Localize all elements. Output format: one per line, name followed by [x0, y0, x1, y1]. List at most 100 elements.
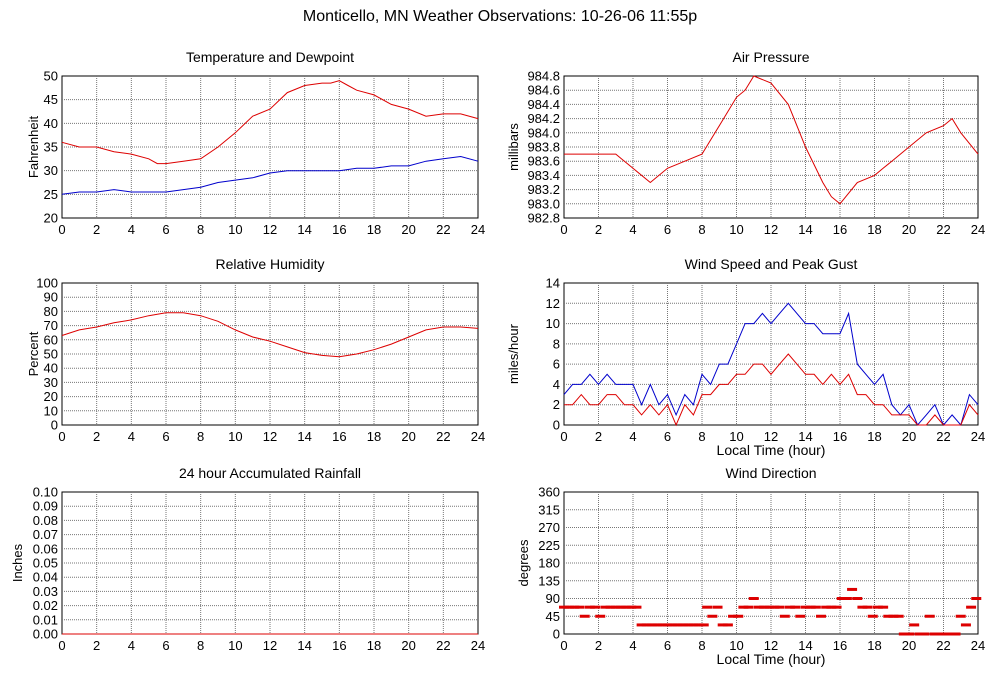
x-tick-label: 0: [560, 638, 567, 653]
x-tick-label: 18: [867, 638, 881, 653]
x-tick-label: 18: [367, 638, 381, 653]
x-tick-label: 14: [297, 429, 311, 444]
data-point: [955, 614, 966, 618]
x-tick-label: 24: [971, 222, 985, 237]
x-tick-label: 20: [401, 638, 415, 653]
x-tick-label: 2: [595, 638, 602, 653]
y-tick-label: 135: [538, 573, 560, 588]
y-tick-label: 984.0: [527, 125, 560, 140]
data-point: [904, 632, 914, 636]
data-point: [672, 623, 683, 627]
x-tick-label: 22: [436, 222, 450, 237]
data-point: [831, 605, 842, 609]
y-tick-label: 0: [553, 418, 560, 433]
x-axis-label: Local Time (hour): [717, 651, 826, 667]
y-axis-label: degrees: [516, 539, 531, 586]
y-tick-label: 60: [44, 332, 58, 347]
data-point: [960, 623, 971, 627]
data-point: [652, 623, 663, 627]
data-point: [795, 614, 806, 618]
data-point: [769, 605, 780, 609]
chart-title: Relative Humidity: [216, 256, 325, 272]
data-point: [584, 605, 595, 609]
data-point: [559, 605, 569, 609]
chart-title: 24 hour Accumulated Rainfall: [179, 465, 361, 481]
y-tick-label: 20: [44, 389, 58, 404]
data-point: [919, 632, 930, 636]
y-tick-label: 50: [44, 347, 58, 362]
data-point: [667, 623, 678, 627]
y-tick-label: 180: [538, 556, 560, 571]
data-point: [698, 623, 709, 627]
data-point: [574, 605, 585, 609]
y-tick-label: 225: [538, 538, 560, 553]
x-tick-label: 8: [197, 638, 204, 653]
x-tick-label: 22: [936, 222, 950, 237]
chart-title: Wind Speed and Peak Gust: [685, 256, 858, 272]
x-tick-label: 24: [971, 638, 985, 653]
x-tick-label: 24: [471, 222, 485, 237]
series-line-1: [61, 312, 479, 358]
y-axis-label: Fahrenheit: [26, 116, 41, 179]
data-point: [909, 623, 920, 627]
y-tick-label: 983.8: [527, 140, 560, 155]
y-tick-label: 2: [553, 397, 560, 412]
x-tick-label: 16: [833, 429, 847, 444]
y-axis-label: miles/hour: [506, 323, 521, 384]
data-point: [966, 605, 977, 609]
x-tick-label: 4: [629, 429, 636, 444]
x-tick-label: 12: [263, 429, 277, 444]
y-tick-label: 984.2: [527, 111, 560, 126]
data-point: [722, 623, 733, 627]
data-point: [774, 605, 785, 609]
x-tick-label: 14: [297, 638, 311, 653]
data-point: [646, 623, 657, 627]
y-tick-label: 270: [538, 520, 560, 535]
x-tick-label: 2: [595, 222, 602, 237]
x-tick-label: 4: [128, 638, 135, 653]
x-tick-label: 2: [93, 429, 100, 444]
data-point: [810, 605, 821, 609]
y-tick-label: 0.02: [33, 598, 58, 613]
y-tick-label: 90: [44, 290, 58, 305]
y-tick-label: 0.06: [33, 541, 58, 556]
x-tick-label: 0: [58, 638, 65, 653]
x-tick-label: 10: [228, 429, 242, 444]
y-tick-label: 10: [546, 316, 560, 331]
y-tick-label: 984.6: [527, 83, 560, 98]
y-tick-label: 0.03: [33, 584, 58, 599]
x-tick-label: 2: [93, 638, 100, 653]
y-axis-label: Inches: [10, 543, 25, 582]
data-point: [569, 605, 580, 609]
y-tick-label: 14: [546, 276, 560, 291]
x-tick-label: 14: [798, 638, 812, 653]
series-line-1: [61, 80, 479, 165]
x-tick-label: 18: [367, 222, 381, 237]
data-point: [678, 623, 689, 627]
data-point: [779, 614, 790, 618]
data-point: [826, 605, 837, 609]
y-tick-label: 984.8: [527, 69, 560, 84]
x-tick-label: 12: [263, 638, 277, 653]
x-tick-label: 18: [867, 429, 881, 444]
y-tick-label: 25: [44, 187, 58, 202]
y-tick-label: 983.2: [527, 182, 560, 197]
y-tick-label: 0.09: [33, 499, 58, 514]
y-tick-label: 983.4: [527, 168, 560, 183]
data-point: [748, 597, 759, 600]
data-point: [595, 614, 606, 618]
data-point: [728, 614, 739, 618]
data-point: [883, 614, 894, 618]
data-point: [929, 632, 940, 636]
x-tick-label: 0: [560, 222, 567, 237]
data-point: [847, 587, 858, 591]
y-tick-label: 360: [538, 485, 560, 500]
x-tick-label: 6: [664, 222, 671, 237]
x-tick-label: 10: [228, 222, 242, 237]
y-tick-label: 4: [553, 377, 560, 392]
data-point: [950, 632, 961, 636]
data-point: [621, 605, 632, 609]
data-point: [800, 605, 811, 609]
y-axis-label: Percent: [26, 331, 41, 376]
